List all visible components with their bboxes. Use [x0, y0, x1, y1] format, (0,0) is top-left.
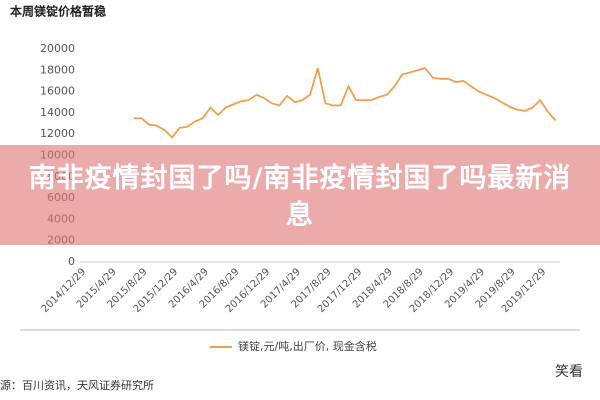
y-tick-label: 16000	[40, 85, 75, 98]
headline: 南非疫情封国了吗/南非疫情封国了吗最新消息	[28, 163, 572, 231]
source: 源：百川资讯，天风证券研究所	[0, 378, 154, 392]
y-tick-label: 12000	[40, 127, 75, 140]
watermark: 笑看	[555, 364, 583, 380]
y-tick-label: 14000	[40, 106, 75, 119]
banner	[0, 145, 600, 245]
y-tick-label: 18000	[40, 63, 75, 76]
y-tick-label: 0	[68, 255, 75, 268]
y-tick-label: 20000	[40, 42, 75, 55]
legend-label: 镁锭,元/吨,出厂价, 现金含税	[238, 339, 377, 353]
line-series	[133, 67, 557, 139]
chart-title: 本周镁锭价格暂稳	[10, 4, 106, 19]
